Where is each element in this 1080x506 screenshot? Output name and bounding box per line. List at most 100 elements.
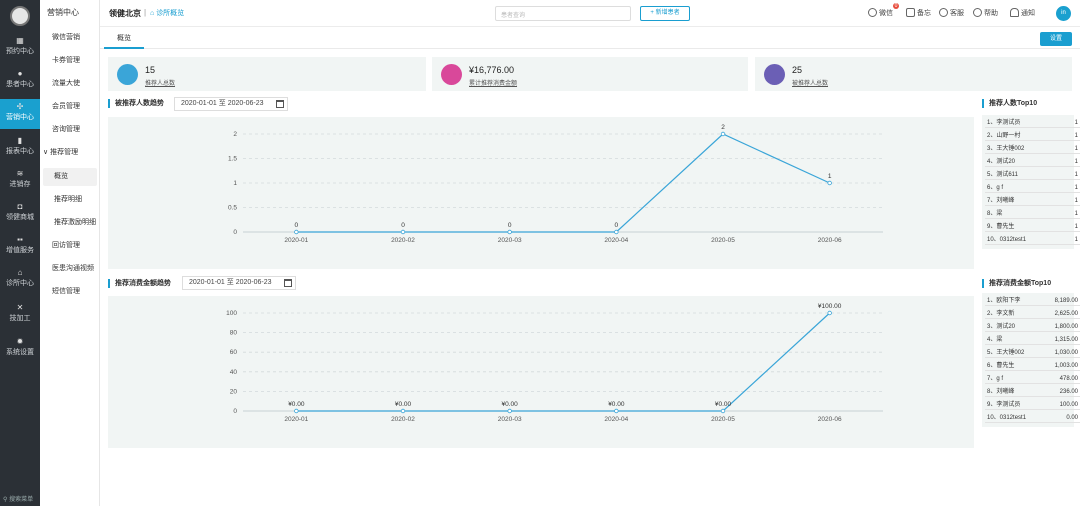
sidebar-item-label: 预约中心: [6, 48, 34, 55]
x-tick-label: 2020-01: [284, 237, 308, 244]
wechat-label: 微信: [879, 10, 893, 17]
card-label[interactable]: 推荐人总数: [145, 81, 176, 87]
series-line: [296, 312, 831, 412]
subnav-item-video[interactable]: 医患沟通视频: [52, 265, 94, 272]
rank-value: 1,315.00: [1054, 337, 1078, 343]
data-point: [614, 408, 619, 414]
card-label[interactable]: 累计推荐消费金额: [469, 81, 518, 87]
sidebar-item-label: 诊所中心: [6, 280, 34, 287]
subnav-item-coupons[interactable]: 卡券管理: [52, 57, 80, 64]
rank-row: 9、李测试员 100.00: [985, 400, 1080, 410]
brand-name[interactable]: 领健北京: [109, 9, 141, 18]
memo-label: 备忘: [917, 10, 931, 17]
clinic-overview-link[interactable]: ⌂ 诊所概览: [150, 8, 184, 18]
service-button[interactable]: 客服: [939, 8, 964, 18]
memo-button[interactable]: 备忘: [906, 8, 931, 18]
bell-icon: [1010, 8, 1019, 17]
sidebar-item-appointment[interactable]: ▦ 预约中心: [0, 33, 40, 63]
subnav-item-wechat-marketing[interactable]: 微信营销: [52, 34, 80, 41]
sidebar-item-patient[interactable]: ● 患者中心: [0, 66, 40, 96]
x-tick-label: 2020-03: [498, 416, 522, 423]
wechat-button[interactable]: 微信: [868, 8, 893, 18]
subnav-item-consult[interactable]: 咨询管理: [52, 126, 80, 133]
subnav-item-sms[interactable]: 短信管理: [52, 288, 80, 295]
rank-value: 1,800.00: [1054, 324, 1078, 330]
rank-row: 2、李文新 2,625.00: [985, 309, 1080, 319]
data-label: 1: [828, 173, 832, 180]
help-icon: [973, 8, 982, 17]
brand-separator: |: [144, 8, 147, 17]
subnav-item-incentive-detail[interactable]: 推荐激励明细: [54, 219, 96, 226]
y-tick-label: 1.5: [228, 156, 237, 163]
help-label: 帮助: [984, 10, 998, 17]
sidebar-item-reports[interactable]: ▮ 报表中心: [0, 133, 40, 163]
avatar[interactable]: in: [1056, 6, 1071, 21]
rank-name: 1、欧阳下李: [987, 298, 1021, 304]
card-label[interactable]: 被推荐人总数: [792, 81, 829, 87]
subnav-item-overview[interactable]: 概览: [43, 168, 97, 186]
tab-overview[interactable]: 概览: [104, 32, 144, 49]
data-point: [294, 408, 299, 414]
sidebar-item-inventory[interactable]: ≋ 进销存: [0, 166, 40, 196]
subnav-item-members[interactable]: 会员管理: [52, 103, 80, 110]
rank-row: 5、王大锤002 1,030.00: [985, 348, 1080, 358]
rank-value: 1: [1074, 172, 1078, 178]
rank-value: 1: [1074, 224, 1078, 230]
rank-row: 1、李测试员 1: [985, 118, 1080, 128]
rank2-title: 推荐消费金额Top10: [982, 279, 1051, 288]
subnav-item-referral[interactable]: ∨ 推荐管理: [43, 148, 78, 158]
sidebar-item-marketing[interactable]: ✣ 营销中心: [0, 99, 40, 129]
rank-row: 3、测试20 1,800.00: [985, 322, 1080, 332]
x-tick-label: 2020-01: [284, 416, 308, 423]
settings-button[interactable]: 设置: [1040, 32, 1072, 46]
rank-value: 8,189.00: [1054, 298, 1078, 304]
tab-bar: 概览 设置: [100, 27, 1080, 49]
wechat-badge: 0: [893, 3, 899, 9]
sidebar-item-shop[interactable]: ◘ 领健商城: [0, 199, 40, 229]
notify-button[interactable]: 通知: [1010, 8, 1035, 18]
data-label: 0: [508, 222, 512, 229]
subnav-item-followup[interactable]: 回访管理: [52, 242, 80, 249]
sidebar-item-label: 增值服务: [6, 247, 34, 254]
rank-row: 4、测试20 1: [985, 157, 1080, 167]
notify-label: 通知: [1021, 10, 1035, 17]
data-label: 2: [721, 124, 725, 131]
patient-search-input[interactable]: 患者查询: [495, 6, 631, 21]
users-icon: [117, 64, 138, 85]
x-tick-label: 2020-02: [391, 237, 415, 244]
sidebar-item-label: 进销存: [9, 181, 31, 188]
data-point: [507, 229, 512, 235]
rank-value: 1: [1074, 237, 1078, 243]
rank-row: 7、g f 478.00: [985, 374, 1080, 384]
sidebar-item-clinic[interactable]: ⌂ 诊所中心: [0, 265, 40, 295]
help-button[interactable]: 帮助: [973, 8, 998, 18]
data-point: [400, 408, 406, 414]
rank-name: 3、测试20: [987, 324, 1016, 330]
menu-search-label: 搜索菜单: [9, 497, 34, 503]
new-patient-button[interactable]: + 新增患者: [640, 6, 690, 21]
chart1-date-range[interactable]: 2020-01-01 至 2020-06-23: [174, 97, 288, 111]
sidebar-item-value-added[interactable]: ▪▪ 增值服务: [0, 232, 40, 262]
x-tick-label: 2020-05: [711, 237, 735, 244]
chevron-down-icon: ∨: [43, 149, 49, 156]
rank-name: 10、0312test1: [987, 237, 1027, 243]
top-bar: 领健北京 | ⌂ 诊所概览 患者查询 + 新增患者 微信 0 备忘 客服 帮助 …: [100, 0, 1080, 27]
subnav-item-referral-detail[interactable]: 推荐明细: [54, 196, 82, 203]
data-point: [614, 229, 619, 235]
rank-row: 1、欧阳下李 8,189.00: [985, 296, 1080, 306]
headset-icon: [939, 8, 948, 17]
rank-row: 5、测试611 1: [985, 170, 1080, 180]
subnav-item-traffic-ambassador[interactable]: 流量大使: [52, 80, 80, 87]
sidebar-item-lab[interactable]: ✕ 技加工: [0, 300, 40, 330]
menu-search[interactable]: ⚲ 搜索菜单: [0, 494, 40, 506]
rank-name: 1、李测试员: [987, 120, 1021, 126]
chart2-date-range[interactable]: 2020-01-01 至 2020-06-23: [182, 276, 296, 290]
main-sidebar: ▦ 预约中心 ● 患者中心 ✣ 营销中心 ▮ 报表中心 ≋ 进销存 ◘ 领健商城 ▪▪ 增值服…: [0, 0, 40, 506]
rank-value: 1: [1074, 146, 1078, 152]
x-tick-label: 2020-05: [711, 416, 735, 423]
date-range-text: 2020-01-01 至 2020-06-23: [189, 279, 272, 286]
sidebar-item-settings[interactable]: ✹ 系统设置: [0, 334, 40, 364]
new-patient-label: 新增患者: [655, 10, 680, 16]
data-point: [827, 310, 832, 316]
date-range-text: 2020-01-01 至 2020-06-23: [181, 100, 264, 107]
